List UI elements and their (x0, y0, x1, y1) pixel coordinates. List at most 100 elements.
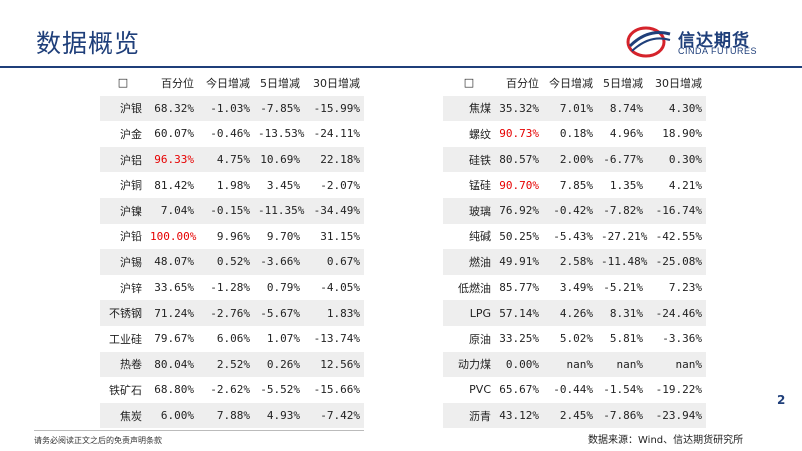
thirty-day-change-cell: 0.30% (647, 146, 706, 173)
percentile-cell: 100.00% (150, 229, 197, 243)
table-header-row: □ 百分位 今日增减 5日增减 30日增减 (443, 70, 706, 96)
page-number: 2 (777, 393, 786, 407)
five-day-change-cell: 8.31% (597, 300, 647, 326)
table-row: 工业硅 79.67% 6.06% 1.07% -13.74% (100, 326, 364, 352)
logo-chinese-name: 信达期货 (678, 31, 750, 51)
percentile-cell: 60.07% (154, 127, 194, 141)
daily-change-cell: 7.88% (198, 402, 254, 429)
logo-english-name: CINDA FUTURES (678, 46, 758, 56)
thirty-day-change-cell: 4.21% (668, 178, 702, 192)
daily-change-cell: -0.15% (198, 197, 254, 224)
table-row: LPG 57.14% 4.26% 8.31% -24.46% (443, 300, 706, 326)
table-row: 焦煤 35.32% 7.01% 8.74% 4.30% (443, 95, 706, 122)
commodity-name-cell: 玻璃 (443, 197, 495, 224)
table-row: 燃油 49.91% 2.58% -11.48% -25.08% (443, 249, 706, 275)
percentile-cell: 79.67% (154, 332, 194, 346)
brand-logo: 信达期货 CINDA FUTURES (626, 24, 776, 60)
thirty-day-change-cell: -23.94% (647, 402, 706, 429)
commodity-name-cell: 沥青 (443, 402, 495, 429)
five-day-change-cell: 1.35% (609, 178, 643, 192)
commodity-name-cell: 沪铅 (120, 230, 142, 244)
header-cell: □ (463, 76, 475, 90)
data-source-text: 数据来源：Wind、信达期货研究所 (588, 435, 744, 446)
percentile-cell: 6.00% (146, 402, 198, 429)
thirty-day-change-cell: -42.55% (655, 229, 702, 243)
percentile-cell: 68.80% (154, 383, 194, 397)
table-row: 沥青 43.12% 2.45% -7.86% -23.94% (443, 402, 706, 429)
thirty-day-change-cell: -34.49% (304, 197, 364, 224)
percentile-cell: 57.14% (495, 300, 543, 326)
page-title: 数据概览 (36, 29, 141, 58)
percentile-cell: 68.32% (146, 95, 198, 122)
five-day-change-cell: -5.52% (260, 383, 300, 397)
commodity-name-cell: 不锈钢 (100, 300, 146, 326)
thirty-day-change-cell: 0.67% (304, 249, 364, 275)
percentile-cell: 49.91% (495, 249, 543, 275)
disclaimer-text: 请务必阅读正文之后的免责声明条款 (34, 436, 162, 445)
table-row: 硅铁 80.57% 2.00% -6.77% 0.30% (443, 146, 706, 173)
daily-change-cell: -5.43% (553, 229, 593, 243)
header-cell: 30日增减 (313, 76, 360, 90)
five-day-change-cell: -11.48% (597, 249, 647, 275)
header-cell: 百分位 (506, 76, 539, 90)
percentile-cell: 43.12% (495, 402, 543, 429)
commodity-name-cell: LPG (443, 300, 495, 326)
daily-change-cell: 7.85% (559, 178, 593, 192)
thirty-day-change-cell: -7.42% (304, 402, 364, 429)
thirty-day-change-cell: -4.05% (320, 281, 360, 295)
header-cell: 今日增减 (549, 76, 593, 90)
cinda-logo-icon (626, 26, 671, 58)
five-day-change-cell: 9.70% (266, 229, 300, 243)
commodity-name-cell: 沪铝 (100, 146, 146, 173)
five-day-change-cell: 4.93% (254, 402, 304, 429)
commodity-name-cell: 沪镍 (100, 197, 146, 224)
table-row: 锰硅 90.70% 7.85% 1.35% 4.21% (443, 172, 706, 198)
table-row: 纯碱 50.25% -5.43% -27.21% -42.55% (443, 224, 706, 250)
five-day-change-cell: -11.35% (254, 197, 304, 224)
percentile-cell: 33.65% (154, 281, 194, 295)
daily-change-cell: -0.44% (553, 383, 593, 397)
five-day-change-cell: 3.45% (266, 178, 300, 192)
daily-change-cell: -1.03% (198, 95, 254, 122)
daily-change-cell: 6.06% (216, 332, 250, 346)
five-day-change-cell: 8.74% (597, 95, 647, 122)
table-row: 沪锡 48.07% 0.52% -3.66% 0.67% (100, 249, 364, 275)
percentile-cell: 90.73% (499, 127, 539, 141)
commodity-name-cell: 沪铜 (120, 179, 142, 193)
daily-change-cell: -0.42% (543, 197, 597, 224)
percentile-cell: 80.57% (495, 146, 543, 173)
table-row: 沪锌 33.65% -1.28% 0.79% -4.05% (100, 275, 364, 301)
daily-change-cell: 2.58% (543, 249, 597, 275)
footer-divider (34, 430, 364, 431)
table-row: 沪镍 7.04% -0.15% -11.35% -34.49% (100, 197, 364, 224)
header-cell: 5日增减 (603, 76, 643, 90)
daily-change-cell: 2.52% (198, 351, 254, 378)
percentile-cell: 81.42% (154, 178, 194, 192)
table-header-row: □ 百分位 今日增减 5日增减 30日增减 (100, 70, 364, 96)
thirty-day-change-cell: 31.15% (320, 229, 360, 243)
thirty-day-change-cell: -2.07% (320, 178, 360, 192)
percentile-cell: 50.25% (499, 229, 539, 243)
header-cell: 百分位 (161, 76, 194, 90)
table-row: 沪铜 81.42% 1.98% 3.45% -2.07% (100, 172, 364, 198)
percentile-cell: 71.24% (146, 300, 198, 326)
five-day-change-cell: -7.82% (597, 197, 647, 224)
table-row: PVC 65.67% -0.44% -1.54% -19.22% (443, 377, 706, 403)
table-row: 热卷 80.04% 2.52% 0.26% 12.56% (100, 351, 364, 378)
five-day-change-cell: -1.54% (603, 383, 643, 397)
commodity-name-cell: 纯碱 (469, 230, 491, 244)
commodity-name-cell: 燃油 (443, 249, 495, 275)
daily-change-cell: 4.26% (543, 300, 597, 326)
thirty-day-change-cell: 12.56% (304, 351, 364, 378)
thirty-day-change-cell: -24.11% (313, 127, 360, 141)
commodity-name-cell: 工业硅 (109, 332, 142, 346)
daily-change-cell: 2.45% (543, 402, 597, 429)
percentile-cell: 0.00% (495, 351, 543, 378)
thirty-day-change-cell: 18.90% (662, 127, 702, 141)
five-day-change-cell: -7.85% (254, 95, 304, 122)
table-row: 沪铅 100.00% 9.96% 9.70% 31.15% (100, 224, 364, 250)
percentile-cell: 76.92% (495, 197, 543, 224)
five-day-change-cell: 10.69% (254, 146, 304, 173)
title-divider (0, 66, 802, 68)
five-day-change-cell: 1.07% (266, 332, 300, 346)
